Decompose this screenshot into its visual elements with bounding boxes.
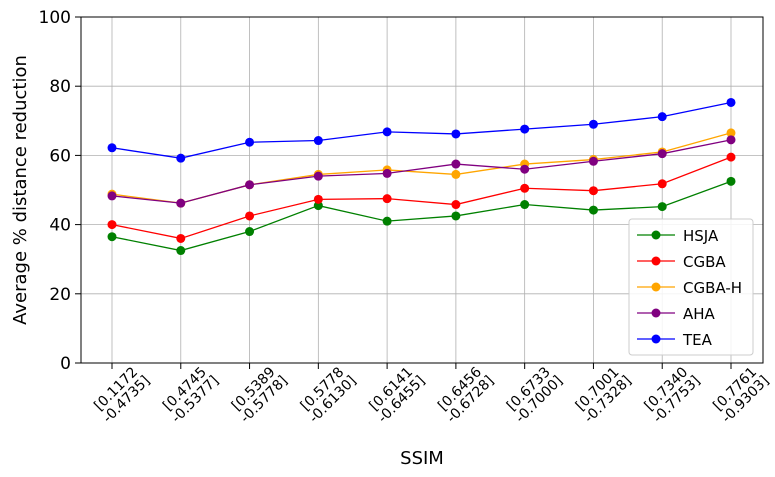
legend-swatch-marker [651, 334, 661, 344]
legend-label: CGBA-H [683, 279, 742, 297]
y-tick-label: 40 [49, 216, 71, 236]
data-point [245, 227, 255, 237]
legend-label: AHA [683, 305, 716, 323]
y-tick-label: 0 [60, 354, 71, 374]
y-tick-label: 60 [49, 146, 71, 166]
data-point [451, 159, 461, 169]
series-layer [107, 97, 736, 256]
x-tick-label: [0.7340-0.7753] [640, 362, 704, 426]
data-point [726, 176, 736, 186]
data-point [176, 233, 186, 243]
y-axis: 0 20 40 60 80 100 [39, 8, 81, 374]
data-point [245, 211, 255, 221]
legend-swatch-marker [651, 256, 661, 266]
data-point [726, 128, 736, 138]
legend-swatch-marker [651, 308, 661, 318]
legend-label: TEA [682, 331, 713, 349]
x-tick-label: [0.4745-0.5377] [158, 362, 222, 426]
series-line [111, 139, 732, 204]
data-point [107, 232, 117, 242]
x-tick-label: [0.7761-0.9303] [708, 362, 772, 426]
data-point [726, 135, 736, 145]
data-point [520, 183, 530, 193]
data-point [520, 200, 530, 210]
data-point [588, 205, 598, 215]
data-point [176, 198, 186, 208]
data-point [176, 153, 186, 163]
legend: HSJA CGBA CGBA-H AHA TEA [628, 218, 754, 356]
data-point [657, 112, 667, 122]
legend-label: HSJA [683, 227, 719, 245]
series-line [111, 156, 732, 240]
data-point [520, 164, 530, 174]
data-point [382, 216, 392, 226]
x-tick-label: [0.1172-0.4735] [89, 362, 153, 426]
data-point [726, 152, 736, 162]
series-aha [107, 135, 736, 208]
legend-box [628, 218, 754, 356]
data-point [313, 171, 323, 181]
data-point [176, 246, 186, 256]
legend-label: CGBA [683, 253, 726, 271]
data-point [313, 201, 323, 211]
series-hsja [107, 176, 736, 256]
data-point [382, 168, 392, 178]
x-tick-label: [0.7001-0.7328] [571, 362, 635, 426]
y-tick-label: 20 [49, 285, 71, 305]
data-point [588, 186, 598, 196]
data-point [245, 180, 255, 190]
legend-swatch-marker [651, 230, 661, 240]
data-point [382, 127, 392, 137]
x-tick-label: [0.5389-0.5778] [227, 362, 291, 426]
plot-frame [80, 16, 764, 364]
data-point [726, 97, 736, 107]
series-line [111, 132, 732, 204]
legend-swatch-marker [651, 282, 661, 292]
data-point [451, 211, 461, 221]
x-tick-label: [0.6456-0.6728] [433, 362, 497, 426]
data-point [313, 136, 323, 146]
x-tick-label: [0.5778-0.6130] [296, 362, 360, 426]
data-point [245, 137, 255, 147]
x-tick-label: [0.6141-0.6455] [365, 362, 429, 426]
x-axis-title: SSIM [400, 448, 444, 469]
data-point [520, 124, 530, 134]
data-point [107, 191, 117, 201]
data-point [107, 220, 117, 230]
series-line [111, 180, 732, 252]
data-point [657, 202, 667, 212]
data-point [451, 129, 461, 139]
data-point [382, 194, 392, 204]
series-cgba [107, 152, 736, 243]
data-point [451, 169, 461, 179]
y-tick-label: 80 [49, 77, 71, 97]
series-cgba-h [107, 128, 736, 208]
x-tick-label: [0.6733-0.7000] [502, 362, 566, 426]
data-point [588, 119, 598, 129]
y-tick-label: 100 [39, 8, 71, 28]
y-axis-title: Average % distance reduction [10, 55, 31, 325]
x-axis: [0.1172-0.4735] [0.4745-0.5377] [0.5389-0.… [89, 362, 772, 426]
series-tea [107, 97, 736, 163]
series-line [111, 101, 732, 159]
data-point [657, 149, 667, 159]
data-point [107, 143, 117, 153]
data-point [588, 156, 598, 166]
data-point [657, 179, 667, 189]
data-point [451, 200, 461, 210]
data-point [313, 194, 323, 204]
